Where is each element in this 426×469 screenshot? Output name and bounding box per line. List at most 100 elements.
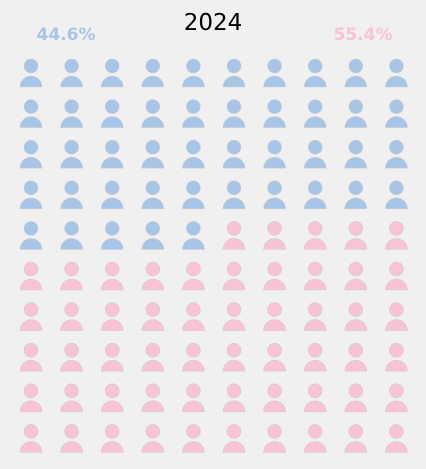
person-icon-series-2 (182, 342, 205, 372)
person-icon-series-2 (263, 424, 286, 453)
icon-grid (19, 58, 408, 453)
person-icon-series-1 (385, 99, 408, 128)
person-icon-series-2 (222, 221, 246, 250)
person-icon-series-1 (303, 99, 327, 128)
person-icon-series-2 (263, 261, 286, 291)
person-icon-series-2 (263, 302, 286, 331)
person-icon-series-1 (182, 139, 205, 169)
person-icon-series-2 (344, 302, 368, 331)
person-icon-series-2 (60, 424, 83, 453)
person-icon-series-2 (100, 383, 124, 413)
person-icon-series-2 (182, 261, 205, 291)
person-icon-series-1 (100, 221, 124, 250)
person-icon-series-2 (303, 424, 327, 453)
person-icon-series-2 (222, 383, 246, 413)
person-icon-series-2 (141, 383, 165, 413)
series-1-percentage: 44.6% (37, 25, 96, 45)
person-icon-series-2 (385, 261, 408, 291)
person-icon-series-2 (19, 383, 43, 413)
person-icon-series-2 (222, 302, 246, 331)
person-icon-series-1 (385, 180, 408, 210)
person-icon-series-2 (263, 383, 286, 413)
person-icon-series-1 (303, 58, 327, 88)
person-icon-series-2 (385, 221, 408, 250)
person-icon-series-2 (344, 221, 368, 250)
person-icon-series-1 (303, 180, 327, 210)
person-icon-series-1 (19, 221, 43, 250)
person-icon-series-2 (385, 383, 408, 413)
person-icon-series-2 (19, 302, 43, 331)
person-icon-series-2 (182, 424, 205, 453)
person-icon-series-1 (263, 139, 286, 169)
person-icon-series-2 (385, 424, 408, 453)
person-icon-series-1 (141, 58, 165, 88)
person-icon-series-1 (344, 139, 368, 169)
person-icon-series-1 (19, 58, 43, 88)
person-icon-series-2 (141, 261, 165, 291)
person-icon-series-2 (222, 424, 246, 453)
person-icon-series-2 (263, 221, 286, 250)
person-icon-series-1 (182, 180, 205, 210)
person-icon-series-1 (141, 139, 165, 169)
person-icon-series-1 (222, 99, 246, 128)
person-icon-series-2 (19, 261, 43, 291)
person-icon-series-2 (344, 424, 368, 453)
series-2-percentage: 55.4% (334, 25, 393, 45)
person-icon-series-1 (385, 139, 408, 169)
chart-title: 2024 (184, 10, 243, 36)
person-icon-series-2 (182, 302, 205, 331)
person-icon-series-2 (141, 342, 165, 372)
person-icon-series-2 (222, 261, 246, 291)
person-icon-series-2 (19, 342, 43, 372)
person-icon-series-1 (60, 139, 83, 169)
person-icon-series-2 (303, 221, 327, 250)
person-icon-series-1 (303, 139, 327, 169)
person-icon-series-1 (100, 139, 124, 169)
person-icon-series-1 (60, 221, 83, 250)
person-icon-series-2 (344, 261, 368, 291)
person-icon-series-1 (222, 139, 246, 169)
person-icon-series-2 (141, 424, 165, 453)
person-icon-series-2 (60, 261, 83, 291)
person-icon-series-1 (19, 139, 43, 169)
person-icon-series-1 (60, 180, 83, 210)
person-icon-series-2 (385, 302, 408, 331)
person-icon-series-2 (141, 302, 165, 331)
person-icon-series-2 (263, 342, 286, 372)
person-icon-series-2 (303, 383, 327, 413)
person-icon-series-1 (100, 99, 124, 128)
person-icon-series-2 (60, 342, 83, 372)
person-icon-series-2 (100, 302, 124, 331)
person-icon-series-2 (303, 302, 327, 331)
person-icon-series-1 (385, 58, 408, 88)
person-icon-series-1 (222, 58, 246, 88)
person-icon-series-2 (100, 424, 124, 453)
person-icon-series-2 (222, 342, 246, 372)
person-icon-series-1 (182, 221, 205, 250)
person-icon-series-1 (344, 58, 368, 88)
person-icon-series-2 (344, 342, 368, 372)
person-icon-series-2 (60, 302, 83, 331)
person-icon-series-1 (100, 58, 124, 88)
person-icon-series-2 (100, 342, 124, 372)
person-icon-series-1 (141, 180, 165, 210)
person-icon-series-2 (182, 383, 205, 413)
person-icon-series-2 (303, 342, 327, 372)
person-icon-series-2 (344, 383, 368, 413)
person-icon-series-1 (141, 99, 165, 128)
person-icon-series-1 (263, 58, 286, 88)
person-icon-series-1 (100, 180, 124, 210)
person-icon-series-2 (303, 261, 327, 291)
person-icon-series-1 (263, 180, 286, 210)
person-icon-series-2 (19, 424, 43, 453)
person-icon-series-1 (344, 99, 368, 128)
person-icon-series-1 (182, 58, 205, 88)
person-icon-series-1 (222, 180, 246, 210)
person-icon-series-1 (19, 99, 43, 128)
person-icon-series-1 (60, 99, 83, 128)
person-icon-series-1 (182, 99, 205, 128)
person-icon-series-1 (60, 58, 83, 88)
person-icon-series-2 (60, 383, 83, 413)
person-icon-series-1 (141, 221, 165, 250)
